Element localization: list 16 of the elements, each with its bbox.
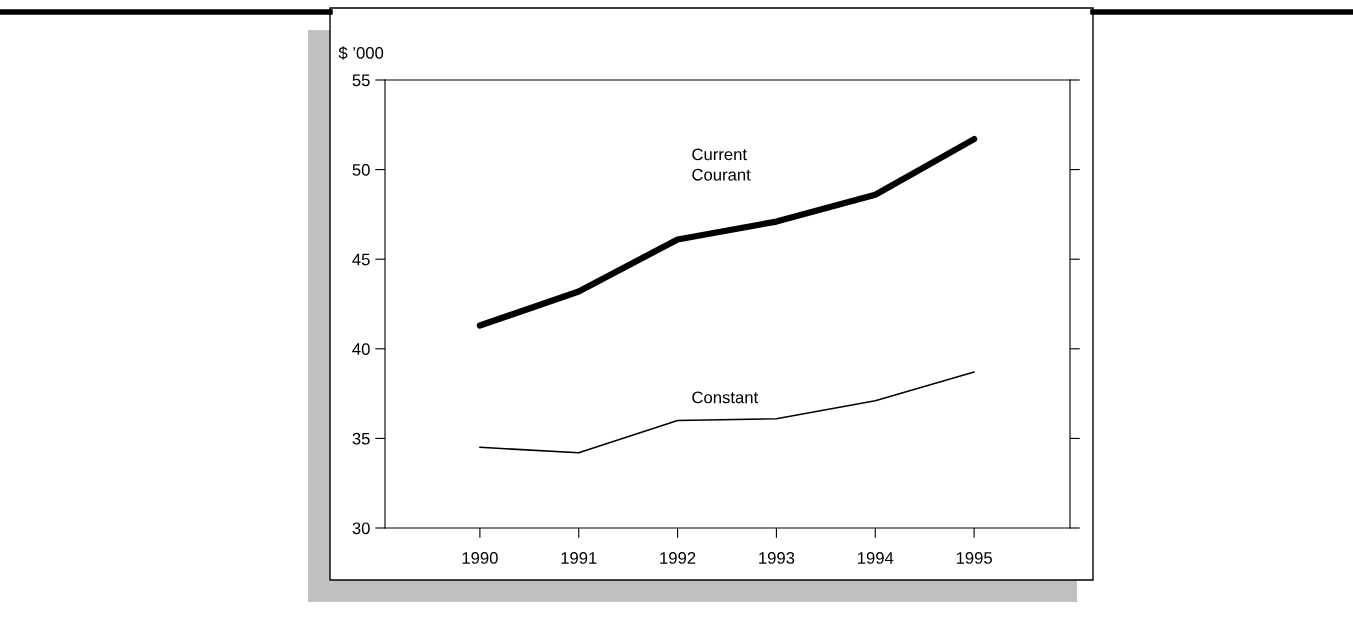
x-tick-label: 1990 xyxy=(462,552,498,564)
x-tick-label: 1992 xyxy=(660,552,696,564)
y-tick-label: 50 xyxy=(352,164,370,176)
series-label: Constant xyxy=(692,391,759,404)
y-axis-title: $ ’000 xyxy=(338,46,384,60)
y-tick-label: 55 xyxy=(352,74,370,87)
x-tick-label: 1991 xyxy=(561,552,597,564)
x-tick-label: 1995 xyxy=(956,552,992,564)
y-tick-label: 45 xyxy=(352,253,370,266)
y-tick-label: 40 xyxy=(352,343,370,355)
x-tick-label: 1993 xyxy=(759,552,795,564)
y-tick-label: 30 xyxy=(352,522,370,535)
x-tick-label: 1994 xyxy=(858,552,894,564)
line-series xyxy=(479,371,975,454)
text: Current Courant xyxy=(692,148,751,181)
y-tick-label: 35 xyxy=(352,432,370,445)
